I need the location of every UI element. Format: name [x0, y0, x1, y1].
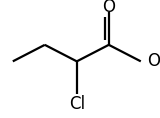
Text: OH: OH	[147, 52, 160, 70]
Text: Cl: Cl	[69, 95, 85, 113]
Text: O: O	[102, 0, 115, 16]
